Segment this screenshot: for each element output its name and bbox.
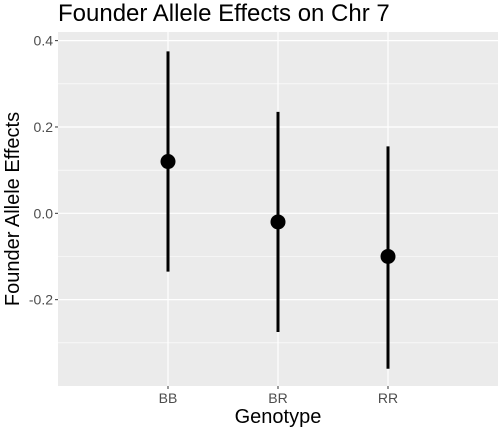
x-axis-title: Genotype — [235, 406, 322, 428]
y-axis: -0.2 0.0 0.2 0.4 — [29, 33, 58, 308]
point-rr — [380, 248, 396, 264]
point-bb — [160, 154, 176, 170]
x-tick-label: BB — [159, 390, 178, 406]
point-br — [270, 214, 286, 230]
x-axis: BB BR RR — [159, 386, 398, 406]
y-tick-label: 0.2 — [34, 119, 54, 135]
y-tick-label: 0.0 — [34, 205, 54, 221]
data-marks — [160, 51, 396, 369]
y-axis-title: Founder Allele Effects — [2, 112, 24, 306]
y-tick-label: 0.4 — [34, 33, 54, 49]
x-tick-label: RR — [378, 390, 398, 406]
y-tick-label: -0.2 — [29, 292, 53, 308]
chart-title: Founder Allele Effects on Chr 7 — [58, 0, 390, 27]
x-tick-label: BR — [268, 390, 287, 406]
